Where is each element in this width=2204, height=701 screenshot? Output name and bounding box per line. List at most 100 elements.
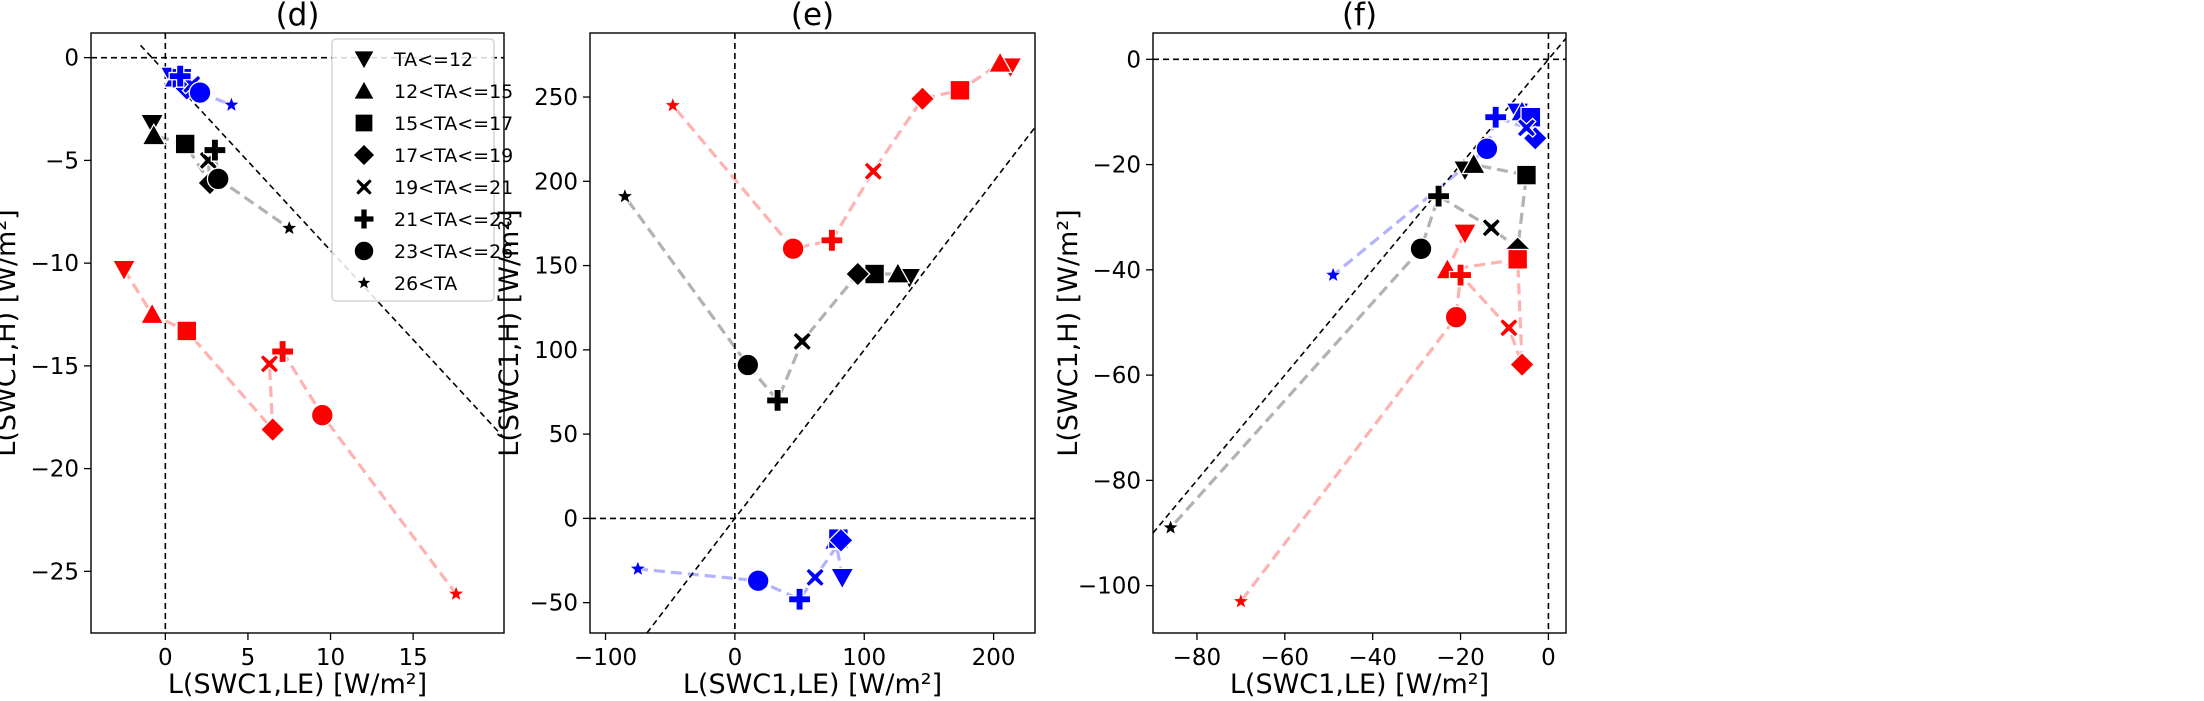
- panel-0-ytick-label: −15: [30, 354, 79, 380]
- panel-0-point-red-plus: [270, 339, 295, 364]
- panel-1-ytick-label: 0: [563, 506, 578, 532]
- panel-1-x-axis-label: L(SWC1,LE) [W/m²]: [683, 669, 942, 700]
- panel-0-point-red-diamond: [259, 416, 286, 443]
- legend-marker-triangle-down: [352, 50, 376, 71]
- panel-0-series-red-line: [122, 268, 458, 595]
- panel-1-ytick-label: 250: [534, 85, 578, 111]
- panel-2-ytick-label: −80: [1092, 468, 1141, 494]
- panel-2-point-red-star: [1232, 592, 1250, 609]
- panel-1-point-red-diamond: [909, 85, 936, 112]
- panel-2-xtick-label: −40: [1348, 645, 1397, 671]
- panel-2-ytick-label: −20: [1092, 153, 1141, 179]
- panel-2-point-black-star: [1162, 518, 1180, 535]
- panel-1-point-blue-x: [804, 567, 826, 588]
- panel-0-ytick-label: −10: [30, 251, 79, 277]
- panel-0-legend: TA<=12 12<TA<=15 15<TA<=17 17<TA<=19 19<TA<=…: [331, 38, 513, 302]
- panel-2-ytick-label: 0: [1126, 47, 1141, 73]
- panel-1-xtick-label: −100: [574, 645, 637, 671]
- panel-0-point-blue-plus: [168, 64, 192, 88]
- panel-1-point-red-plus: [820, 228, 844, 252]
- panel-0-ytick-label: −20: [30, 457, 79, 483]
- panel-0-xtick-label: 5: [241, 645, 256, 671]
- panel-1-xtick-label: 100: [842, 645, 886, 671]
- panel-2-point-black-plus: [1426, 184, 1451, 208]
- panel-1-point-blue-star: [629, 560, 647, 577]
- legend-label-x: 19<TA<=21: [394, 177, 513, 199]
- panel-1-frame: [589, 32, 1036, 634]
- panel-0-ytick-label: 0: [64, 46, 79, 72]
- panel-1-ytick-label: −50: [529, 591, 578, 617]
- panel-2-point-red-circle: [1444, 305, 1468, 329]
- panel-2-series-red-line: [1239, 232, 1524, 603]
- panel-0-plot-area: [91, 33, 504, 633]
- panel-1-point-black-x: [791, 331, 813, 352]
- panel-0-point-black-square: [174, 133, 196, 155]
- panel-2: −80 −60 −40 −20 0 0 −20 −40 −60 −80 −100 (f) L(SWC1,…: [1053, 0, 1567, 700]
- legend-marker-diamond: [352, 143, 376, 167]
- legend-marker-x: [354, 177, 374, 197]
- panel-2-frame: [1152, 32, 1567, 634]
- panel-2-plot-area: [1153, 33, 1566, 633]
- panel-1-point-blue-circle: [746, 569, 770, 593]
- legend-label-triangle-down: TA<=12: [393, 49, 473, 71]
- panel-0-xtick-label: 0: [158, 645, 173, 671]
- panel-1-xtick-label: 200: [972, 645, 1016, 671]
- panel-0-point-red-x: [259, 353, 280, 375]
- panel-2-point-red-triangle-down: [1452, 223, 1478, 246]
- panel-0-reference-line-line: [139, 44, 504, 439]
- panel-1-point-black-circle: [736, 353, 760, 377]
- panel-1-ytick-label: 100: [534, 338, 578, 364]
- panel-0-xtick-label: 10: [316, 645, 345, 671]
- panel-2-series-black-line: [1169, 162, 1529, 529]
- panel-0-point-red-star: [447, 585, 465, 602]
- panel-0-title: (d): [276, 0, 320, 33]
- panel-0-point-black-triangle-up: [141, 123, 167, 146]
- panel-1-reference-line-line: [646, 126, 1035, 633]
- legend-marker-plus: [353, 208, 375, 230]
- panel-1-point-black-star: [616, 187, 634, 204]
- panel-2-xtick-label: 0: [1541, 645, 1556, 671]
- panel-2-point-blue-star: [1324, 266, 1342, 283]
- panel-1-point-red-x: [863, 160, 884, 182]
- panel-1-ytick-label: 50: [549, 422, 578, 448]
- legend-marker-star: [356, 274, 372, 290]
- panel-2-ytick-label: −100: [1078, 574, 1141, 600]
- panel-1-series-blue-line: [637, 536, 844, 602]
- panel-0-ytick-label: −25: [30, 559, 79, 585]
- panel-1-point-black-triangle-up: [885, 261, 911, 284]
- panel-2-point-blue-diamond: [1522, 125, 1549, 152]
- panel-0: 0 5 10 15 0 −5 −10 −15 −20 −25 (d) L(SWC1,LE) [W/m²…: [0, 0, 513, 700]
- panel-0-ytick-label: −5: [45, 148, 79, 174]
- panel-0-xtick-label: 15: [398, 645, 427, 671]
- panel-0-frame: [90, 32, 505, 634]
- panel-2-xtick-label: −80: [1173, 645, 1222, 671]
- panel-1-point-red-star: [664, 96, 682, 113]
- panel-0-point-blue-star: [222, 95, 240, 113]
- panel-0-legend-box: [331, 38, 495, 302]
- legend-label-star: 26<TA: [394, 273, 457, 295]
- panel-2-point-blue-plus: [1484, 105, 1508, 129]
- panel-2-point-red-square: [1507, 248, 1529, 270]
- panel-0-point-red-square: [176, 320, 198, 342]
- panel-2-xtick-label: −20: [1436, 645, 1485, 671]
- panel-0-y-axis-label: L(SWC1,H) [W/m²]: [0, 209, 22, 456]
- panel-0-point-black-circle: [206, 167, 230, 191]
- panel-1-xtick-label: 0: [728, 645, 743, 671]
- panel-2-xtick-label: −60: [1261, 645, 1310, 671]
- panel-1-point-blue-plus: [787, 587, 812, 611]
- panel-1-point-blue-triangle-down: [829, 567, 855, 591]
- legend-marker-triangle-up: [352, 79, 376, 100]
- panel-2-ytick-label: −40: [1092, 258, 1141, 284]
- panel-2-point-red-diamond: [1509, 351, 1535, 378]
- panel-1-y-axis-label: L(SWC1,H) [W/m²]: [494, 209, 525, 456]
- panel-2-point-blue-circle: [1475, 137, 1499, 161]
- panel-2-point-black-square: [1515, 164, 1537, 186]
- panel-2-point-red-plus: [1448, 263, 1473, 287]
- panel-1-point-black-plus: [765, 388, 790, 413]
- panel-1: −100 0 100 200 −50 0 50 100 150 200 250 (e) L(SWC1,L…: [494, 0, 1036, 700]
- panel-1-point-black-diamond: [844, 261, 871, 287]
- panel-0-point-red-triangle-up: [139, 301, 165, 325]
- legend-label-plus: 21<TA<=23: [394, 209, 513, 231]
- panel-1-point-red-circle: [781, 237, 805, 261]
